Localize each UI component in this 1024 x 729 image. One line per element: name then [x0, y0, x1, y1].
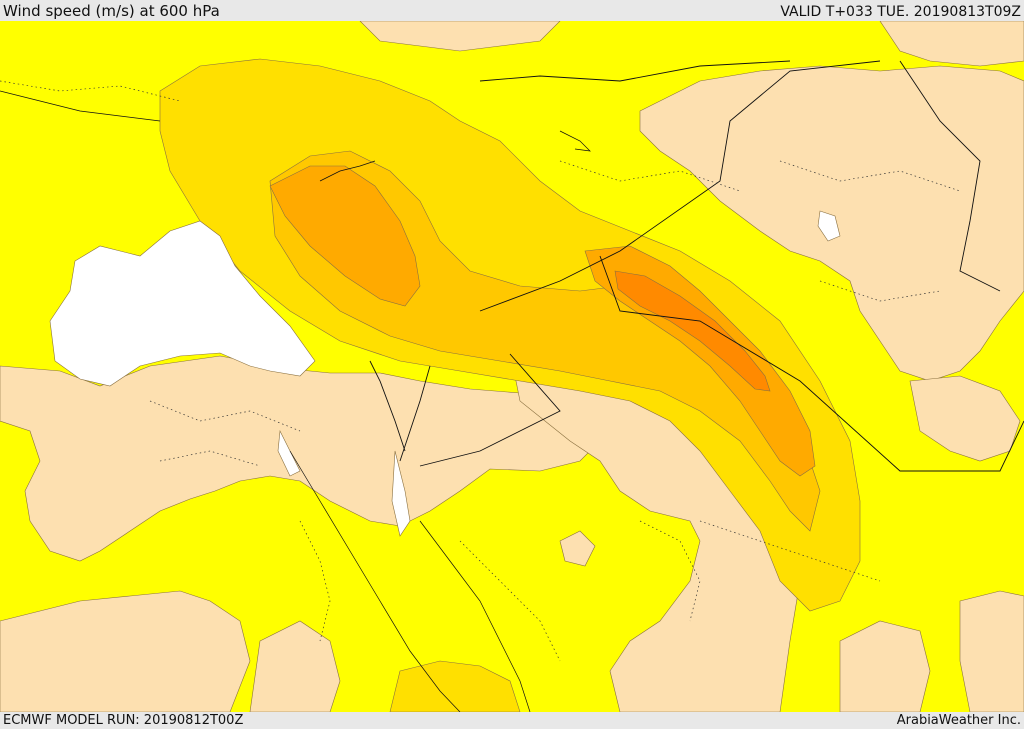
model-run-label: ECMWF MODEL RUN: 20190812T00Z — [3, 713, 244, 728]
wind-map-svg — [0, 21, 1024, 712]
footer-bar: ECMWF MODEL RUN: 20190812T00Z ArabiaWeat… — [0, 712, 1024, 729]
light-wind-areas — [0, 21, 1024, 712]
coastlines — [0, 90, 591, 712]
wind-map[interactable] — [0, 21, 1024, 712]
valid-time-label: VALID T+033 TUE. 20190813T09Z — [780, 4, 1021, 20]
calm-areas — [49, 210, 841, 537]
map-title: Wind speed (m/s) at 600 hPa — [3, 2, 220, 20]
header-bar: Wind speed (m/s) at 600 hPa VALID T+033 … — [0, 0, 1024, 21]
credit-label: ArabiaWeather Inc. — [896, 713, 1021, 728]
strongest-wind-areas — [614, 270, 771, 392]
country-borders — [369, 60, 1024, 472]
region-boundaries — [0, 80, 961, 662]
